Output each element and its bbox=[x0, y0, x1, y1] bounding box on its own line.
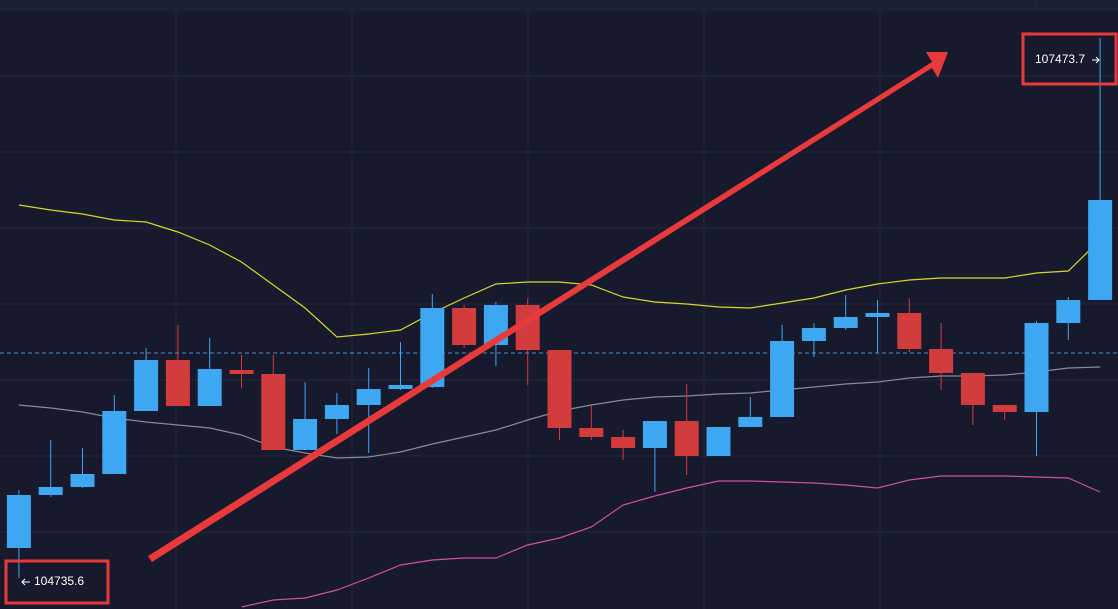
high-label: 107473.7 bbox=[1035, 52, 1085, 66]
candle-body bbox=[579, 427, 604, 437]
candle-body bbox=[674, 420, 699, 457]
candle-body bbox=[770, 340, 795, 417]
low-label: 104735.6 bbox=[34, 574, 84, 588]
right-arrow bbox=[1092, 56, 1100, 64]
candle-body bbox=[865, 312, 890, 317]
candle-body bbox=[165, 359, 190, 407]
band-line bbox=[241, 475, 1101, 608]
low-box bbox=[4, 559, 110, 605]
label-arrows bbox=[21, 56, 1100, 586]
candle-body bbox=[992, 405, 1017, 413]
candle-body bbox=[70, 473, 95, 487]
left-arrow bbox=[21, 578, 30, 586]
candle-body bbox=[706, 426, 731, 457]
candle-body bbox=[356, 389, 381, 406]
candle-body bbox=[6, 494, 31, 548]
candle-body bbox=[929, 349, 954, 373]
candle-body bbox=[1088, 199, 1113, 300]
candle-body bbox=[229, 369, 254, 374]
candle-body bbox=[611, 436, 636, 448]
candle-body bbox=[324, 405, 349, 420]
candle-body bbox=[897, 312, 922, 350]
candle-body bbox=[738, 416, 763, 427]
annotations: 107473.7 104735.6 bbox=[4, 32, 1118, 605]
candle-body bbox=[547, 349, 572, 428]
candle-body bbox=[452, 308, 477, 346]
candle-body bbox=[1024, 322, 1049, 413]
candle-body bbox=[134, 359, 159, 411]
candle-body bbox=[261, 373, 286, 450]
candle-body bbox=[102, 410, 127, 474]
candle-body bbox=[197, 369, 222, 407]
candle-body bbox=[388, 385, 413, 390]
candle-body bbox=[38, 486, 63, 495]
candle-body bbox=[801, 328, 826, 341]
high-box bbox=[1021, 32, 1118, 86]
toolbar bbox=[0, 0, 1118, 11]
trend-arrow bbox=[148, 52, 948, 562]
candle-body bbox=[960, 372, 985, 406]
candle-body bbox=[1056, 299, 1081, 323]
candle-body bbox=[642, 420, 667, 448]
candle-body bbox=[833, 316, 858, 329]
candle-body bbox=[293, 419, 318, 450]
band-line bbox=[18, 204, 1101, 338]
